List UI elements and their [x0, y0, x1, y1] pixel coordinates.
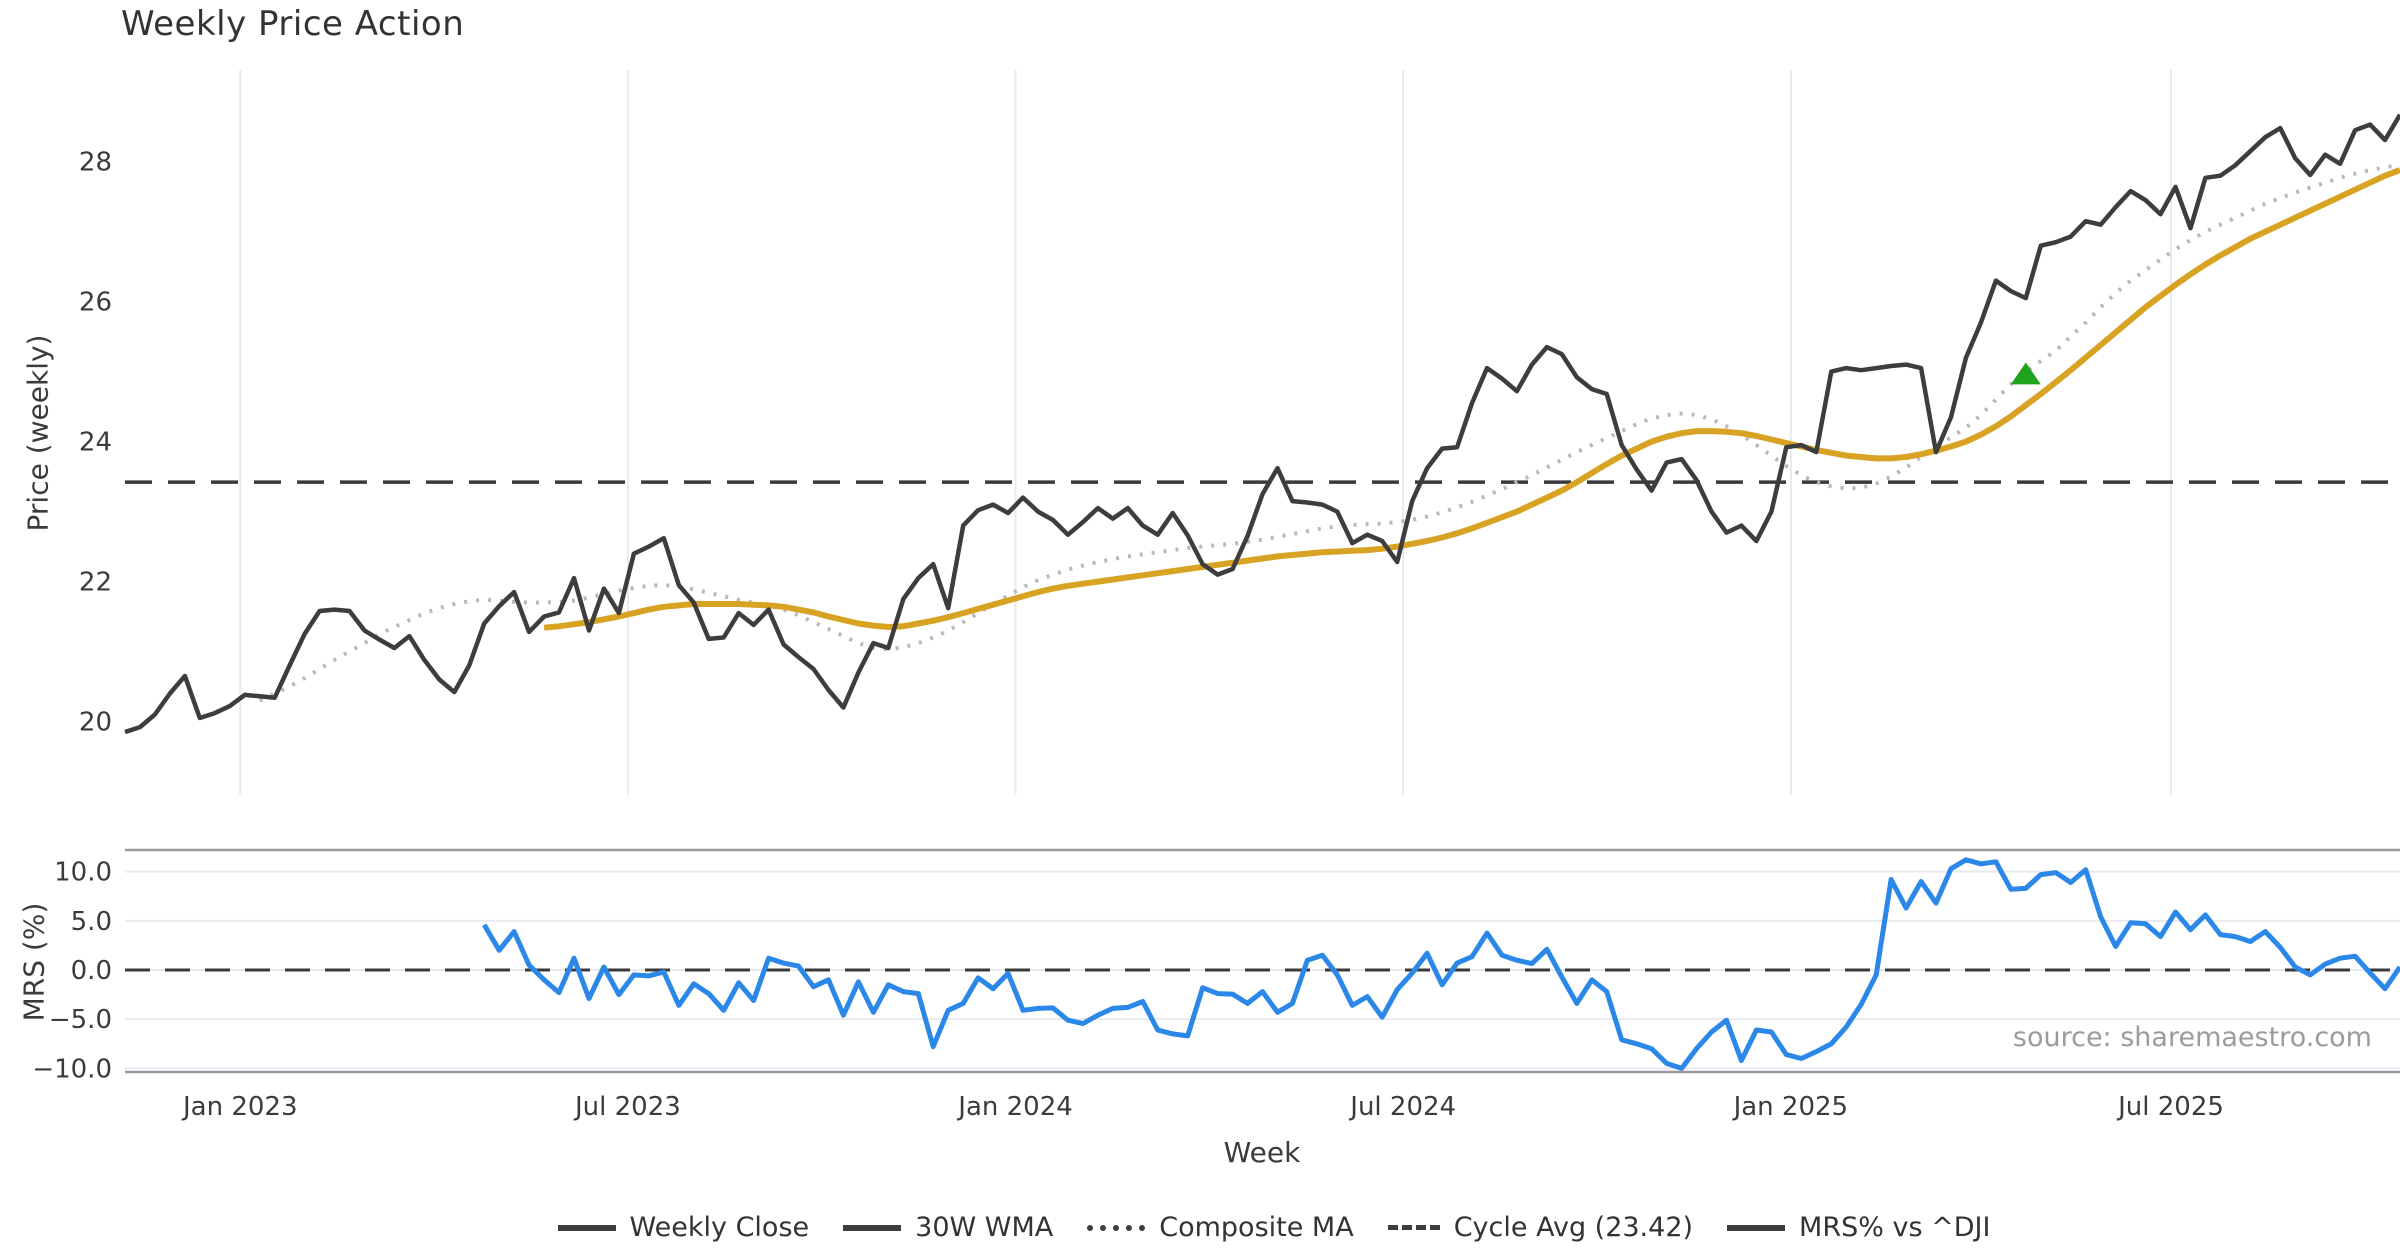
legend-item-30w-wma: 30W WMA [843, 1212, 1053, 1243]
legend-label: Composite MA [1159, 1212, 1354, 1243]
price-y-tick-label: 28 [79, 148, 112, 178]
mrs-line [482, 857, 2400, 1071]
mrs-y-tick-label: −10.0 [32, 1054, 112, 1084]
price-y-tick-label: 20 [79, 708, 112, 738]
legend-label: 30W WMA [915, 1212, 1054, 1243]
mrs-y-tick-label: 10.0 [54, 858, 112, 888]
mrs-axis-label: MRS (%) [17, 902, 51, 1022]
x-tick-label: Jan 2024 [956, 1092, 1073, 1122]
mrs-line-swatch-icon [1727, 1224, 1786, 1231]
mrs-y-tick-label: −5.0 [49, 1005, 112, 1035]
legend-item-cycle-avg: Cycle Avg (23.42) [1387, 1212, 1694, 1243]
composite-ma-dotted-swatch-icon [1087, 1224, 1146, 1231]
legend-item-weekly-close: Weekly Close [557, 1212, 810, 1243]
price-axis-label: Price (weekly) [21, 334, 55, 532]
week-axis-label: Week [1223, 1136, 1301, 1169]
wma-line-swatch-icon [843, 1224, 902, 1231]
legend-item-mrs: MRS% vs ^DJI [1727, 1212, 1990, 1243]
chart-title: Weekly Price Action [121, 4, 465, 44]
chart-legend: Weekly Close 30W WMA Composite MA Cycle … [74, 1212, 2400, 1243]
buy-signal-triangle-icon [2010, 362, 2041, 385]
price-y-tick-label: 24 [79, 428, 112, 458]
wma-30w-line [543, 167, 2400, 631]
weekly-close-line-swatch-icon [557, 1224, 616, 1231]
x-tick-label: Jul 2025 [2116, 1092, 2224, 1122]
legend-label: Weekly Close [629, 1212, 810, 1243]
x-tick-label: Jul 2023 [573, 1092, 681, 1122]
x-tick-label: Jul 2024 [1348, 1092, 1456, 1122]
mrs-y-tick-label: 5.0 [71, 907, 112, 937]
cycle-avg-dashed-swatch-icon [1387, 1225, 1440, 1230]
legend-item-composite-ma: Composite MA [1087, 1212, 1354, 1243]
composite-ma-line [258, 163, 2400, 703]
x-tick-label: Jan 2025 [1732, 1092, 1849, 1122]
legend-label: MRS% vs ^DJI [1799, 1212, 1991, 1243]
price-y-tick-label: 26 [79, 288, 112, 318]
weekly-close-line [124, 113, 2400, 735]
mrs-y-tick-label: 0.0 [71, 956, 112, 986]
price-y-tick-label: 22 [79, 568, 112, 598]
legend-label: Cycle Avg (23.42) [1453, 1212, 1694, 1243]
x-tick-label: Jan 2023 [181, 1092, 298, 1122]
source-attribution: source: sharemaestro.com [2012, 1022, 2372, 1053]
